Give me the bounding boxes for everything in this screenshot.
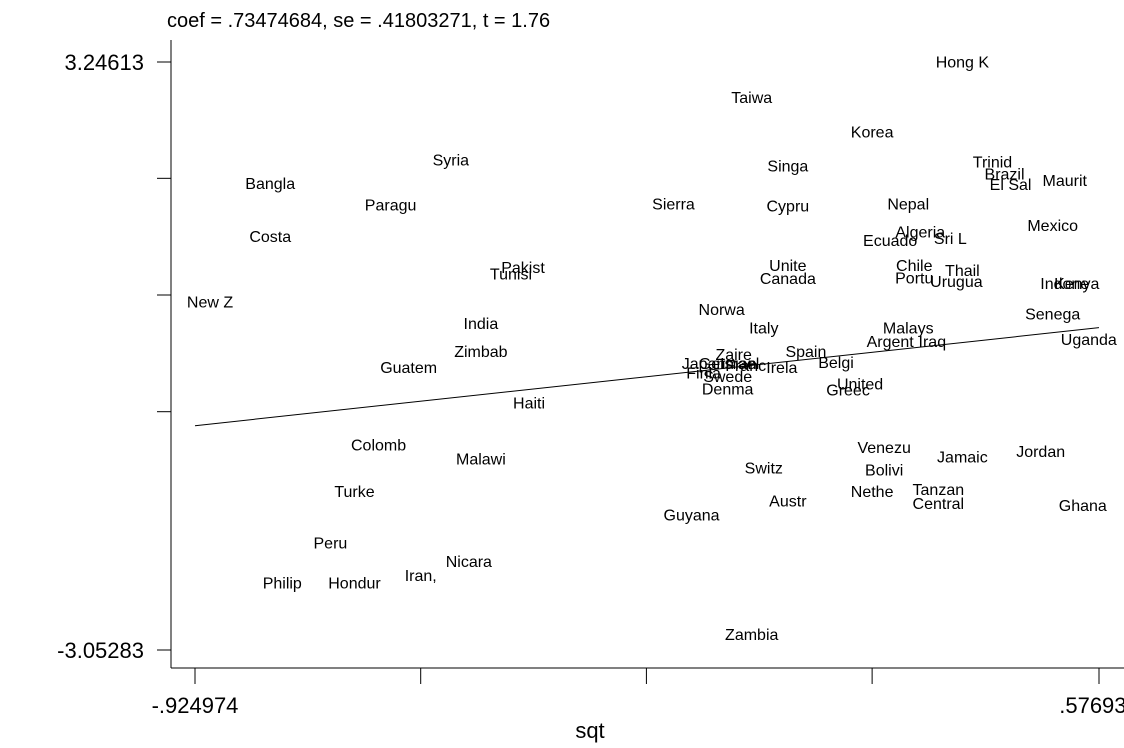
x-tick-label: .576938 [1059,693,1124,718]
data-point-label: Nepal [887,197,929,214]
data-point-label: Algeria [895,225,945,242]
data-point-label: Peru [314,535,348,552]
data-point-label: Jordan [1016,444,1065,461]
data-point-label: Venezu [857,440,910,457]
data-point-label: Philip [263,576,302,593]
data-point-label: Nethe [851,484,894,501]
data-point-label: Paragu [365,197,417,214]
data-point-label: Bolivi [865,463,903,480]
data-point-label: Brazil [985,167,1025,184]
data-point-label: Malawi [456,451,506,468]
data-point-label: Zaire [715,347,752,364]
data-point-label: Zimbab [454,344,507,361]
data-point-label: Maurit [1043,173,1088,190]
chart-title: coef = .73474684, se = .41803271, t = 1.… [167,10,550,32]
data-point-label: Jamaic [937,450,988,467]
data-point-label: Nicara [446,554,492,571]
data-point-label: Cypru [767,198,810,215]
data-point-label: Denma [702,381,754,398]
data-point-label: Haiti [513,395,545,412]
data-point-label: Costa [249,229,291,246]
data-point-label: India [464,316,499,333]
data-point-label: Malays [883,321,934,338]
data-point-label: New Z [187,295,233,312]
data-point-label: Ecuado [863,233,917,250]
fit-line-layer [194,327,1100,427]
data-point-label: Colomb [351,437,406,454]
data-point-label: Austr [769,493,807,510]
data-point-label: Turke [334,484,374,501]
data-point-label: Ghana [1059,498,1107,515]
x-tick-label: -.924974 [152,693,239,718]
y-tick-label: -3.05283 [57,638,144,663]
data-point-label: Belgi [818,355,854,372]
data-point-label: Zambia [725,627,778,644]
data-point-label: Pakist [501,260,545,277]
data-point-label: Iraq [919,334,947,351]
data-point-label: Hondur [328,576,381,593]
data-point-label: Singa [767,158,808,175]
data-point-label: Israel [720,356,759,373]
data-point-label: Irela [766,360,797,377]
data-point-label: Switz [745,461,783,478]
data-point-label: Mexico [1027,218,1078,235]
data-point-label: Central [913,496,965,513]
data-point-label: Unite [769,258,806,275]
data-point-label: Kenya [1054,276,1099,293]
data-point-label: Finla [686,365,721,382]
data-point-label: Japan [682,356,726,373]
data-point-label: El Sal [990,177,1032,194]
data-point-label: Syria [433,153,470,170]
data-point-label: Italy [749,321,778,338]
data-point-label: Trinid [973,155,1012,172]
data-point-label: Taiwa [731,90,772,107]
data-point-label: Uganda [1061,332,1117,349]
data-point-label: Spain [785,344,826,361]
x-axis-title: sqt [575,718,604,743]
data-point-label: Portu [895,270,933,287]
data-point-label: German [699,356,757,373]
data-point-label: Senega [1025,307,1080,324]
data-point-label: Urugua [930,274,983,291]
y-tick-label: 3.24613 [64,50,144,75]
data-point-label: Guatem [380,360,437,377]
data-point-label: Sri L [934,231,967,248]
data-point-label: Greec [826,382,870,399]
data-point-label: Sierra [652,197,695,214]
data-point-label: Indone [1040,276,1089,293]
data-point-label: Argent [867,334,915,351]
data-point-label: Tanzan [913,482,965,499]
fit-line [194,327,1100,427]
y-ticks: 3.24613 -3.05283 [57,50,171,663]
data-point-label: Guyana [664,507,720,524]
data-point-label: Tunisi [490,267,532,284]
data-point-label: Norwa [699,302,745,319]
x-ticks: -.924974 .576938 [152,668,1124,718]
data-point-label: United [837,377,883,394]
data-point-label: Hong K [936,55,990,72]
data-point-label: Canada [760,271,816,288]
data-point-label: Thail [945,263,980,280]
data-point-label: Korea [851,125,894,142]
data-point-label: Swede [703,369,752,386]
data-point-label: Iran, [405,568,437,585]
data-point-label: Chile [896,258,933,275]
data-point-label: Franc [725,358,766,375]
data-point-label: Bangla [245,176,295,193]
